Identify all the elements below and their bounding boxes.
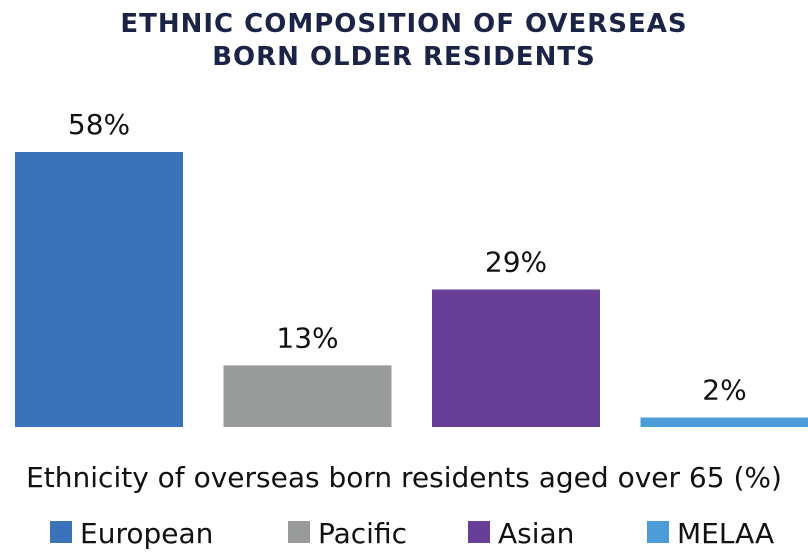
legend-swatch <box>288 521 310 543</box>
bar <box>432 289 600 427</box>
legend-label: Pacific <box>318 517 407 550</box>
data-label: 13% <box>276 321 338 354</box>
data-label: 29% <box>485 246 547 279</box>
x-axis-label: Ethnicity of overseas born residents age… <box>26 461 782 494</box>
bar <box>223 365 392 427</box>
bar <box>15 152 183 427</box>
data-label: 58% <box>68 108 130 141</box>
legend-label: European <box>80 517 213 550</box>
legend-swatch <box>50 521 72 543</box>
chart-title: ETHNIC COMPOSITION OF OVERSEAS BORN OLDE… <box>120 9 688 72</box>
data-label: 2% <box>702 374 746 407</box>
legend-label: MELAA <box>677 517 774 550</box>
legend-label: Asian <box>498 517 574 550</box>
bar <box>640 417 808 427</box>
legend-swatch <box>468 521 490 543</box>
legend-swatch <box>647 521 669 543</box>
